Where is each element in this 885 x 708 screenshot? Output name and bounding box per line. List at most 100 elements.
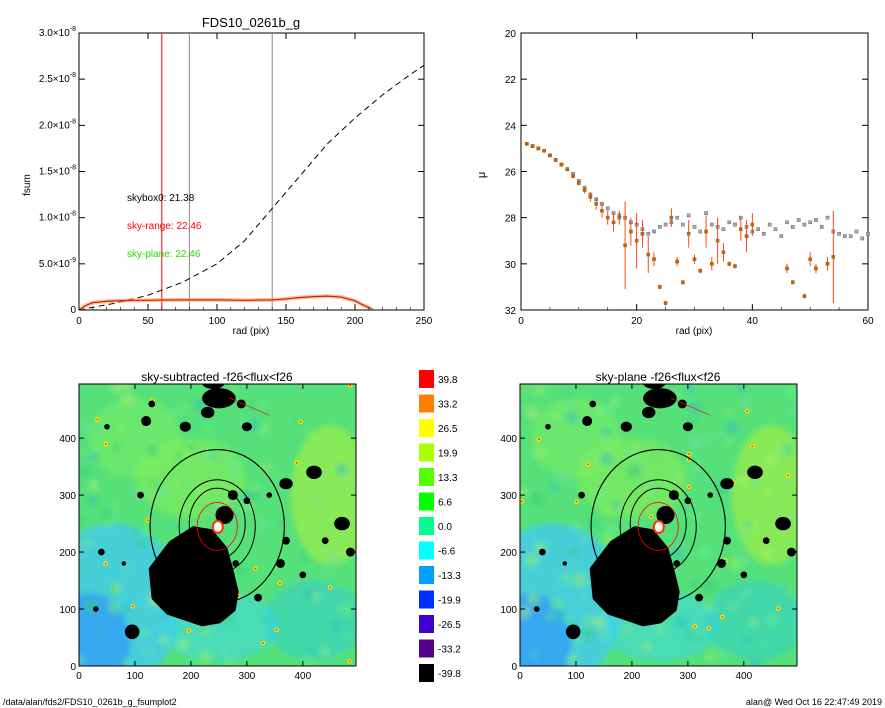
y-tick-label: 30	[505, 260, 517, 271]
x-tick-label: 0	[76, 316, 82, 327]
star-mask	[345, 547, 355, 557]
bright-source-core	[187, 629, 190, 632]
profile-point	[675, 259, 679, 264]
bright-source-core	[688, 485, 691, 488]
sky-range-point	[843, 234, 847, 238]
x-axis-label: rad (pix)	[233, 326, 270, 337]
noise-speckle	[691, 511, 703, 524]
profile-point	[710, 262, 714, 266]
star-mask	[716, 558, 726, 568]
y-tick-label: 32	[505, 306, 517, 317]
x-tick-label: 250	[416, 316, 433, 327]
noise-speckle	[604, 401, 610, 407]
noise-speckle	[277, 472, 282, 477]
star-mask	[589, 400, 597, 408]
profile-point	[669, 215, 674, 220]
colorbar-label: -33.2	[438, 645, 461, 656]
isophote-ellipse	[178, 479, 256, 574]
noise-speckle	[533, 384, 547, 396]
x-axis-label: rad (pix)	[676, 326, 713, 337]
x-tick-label: 150	[278, 316, 295, 327]
noise-speckle	[598, 628, 610, 640]
profile-point	[791, 280, 795, 285]
noise-speckle	[116, 427, 124, 435]
x-tick-label: 100	[209, 316, 226, 327]
noise-speckle	[687, 436, 702, 451]
noise-speckle	[175, 451, 183, 458]
noise-speckle	[560, 571, 573, 585]
bright-source-core	[751, 445, 754, 448]
noise-speckle	[599, 451, 614, 466]
noise-speckle	[727, 601, 738, 612]
profile-point	[721, 250, 726, 255]
noise-speckle	[79, 517, 84, 526]
y-tick-label: 2.5×10-8	[39, 72, 76, 85]
noise-speckle	[739, 555, 749, 565]
noise-speckle	[705, 651, 716, 662]
noise-speckle	[580, 595, 587, 602]
noise-speckle	[761, 549, 772, 560]
noise-speckle	[321, 477, 329, 485]
noise-speckle	[550, 597, 564, 611]
noise-speckle	[656, 629, 665, 638]
star-mask	[232, 560, 240, 567]
star-mask	[121, 561, 127, 566]
isophote-ellipse	[637, 502, 679, 551]
noise-speckle	[572, 566, 578, 572]
noise-speckle	[227, 474, 234, 480]
noise-speckle	[307, 648, 316, 658]
star-mask	[562, 561, 568, 566]
colorbar-label: 33.2	[438, 400, 458, 411]
target-center	[654, 521, 663, 532]
noise-speckle	[725, 407, 734, 417]
y-tick-label: 26	[505, 168, 517, 179]
profile-point	[825, 262, 830, 266]
high-flux-region	[290, 425, 356, 566]
bright-source-core	[104, 442, 107, 445]
colorbar-swatch	[419, 394, 434, 413]
colorbar-label: 6.6	[438, 498, 452, 509]
profile-point	[640, 232, 645, 236]
star-mask	[642, 384, 666, 389]
sky-range-point	[808, 220, 812, 225]
colorbar-label: 39.8	[438, 375, 458, 386]
star-mask	[299, 571, 307, 579]
sky-plane-image: sky-plane -f26<flux<f26 0 100 200 300 400 0 1…	[500, 370, 798, 682]
isophote-ellipse	[619, 479, 697, 574]
colorbar-swatch	[419, 541, 434, 560]
noise-speckle	[158, 663, 163, 666]
colorbar-label: 19.9	[438, 449, 458, 460]
y-tick-label: 300	[500, 491, 517, 502]
star-mask	[620, 421, 632, 432]
noise-speckle	[228, 461, 241, 474]
noise-speckle	[767, 614, 779, 627]
profile-point	[553, 158, 558, 162]
noise-speckle	[673, 505, 678, 510]
bright-source-core	[349, 384, 352, 387]
noise-speckle	[532, 446, 547, 461]
star-mask	[695, 593, 703, 602]
noise-speckle	[258, 626, 266, 633]
noise-speckle	[778, 442, 792, 456]
bright-source-core	[278, 582, 281, 585]
noise-speckle	[524, 405, 539, 420]
noise-speckle	[255, 518, 269, 532]
noise-speckle	[785, 384, 797, 399]
low-flux-region	[264, 580, 356, 661]
noise-speckle	[520, 606, 531, 619]
noise-speckle	[81, 537, 93, 549]
sky-range-point	[785, 220, 789, 225]
x-tick-label: 60	[862, 316, 874, 327]
noise-speckle	[566, 392, 573, 399]
profile-point	[652, 257, 656, 261]
noise-speckle	[278, 519, 286, 526]
noise-speckle	[715, 430, 723, 438]
noise-speckle	[575, 637, 582, 644]
star-mask	[148, 400, 156, 408]
noise-speckle	[299, 552, 310, 562]
noise-speckle	[793, 652, 797, 658]
noise-speckle	[740, 529, 747, 537]
noise-speckle	[765, 454, 776, 466]
bright-source-core	[348, 660, 351, 663]
